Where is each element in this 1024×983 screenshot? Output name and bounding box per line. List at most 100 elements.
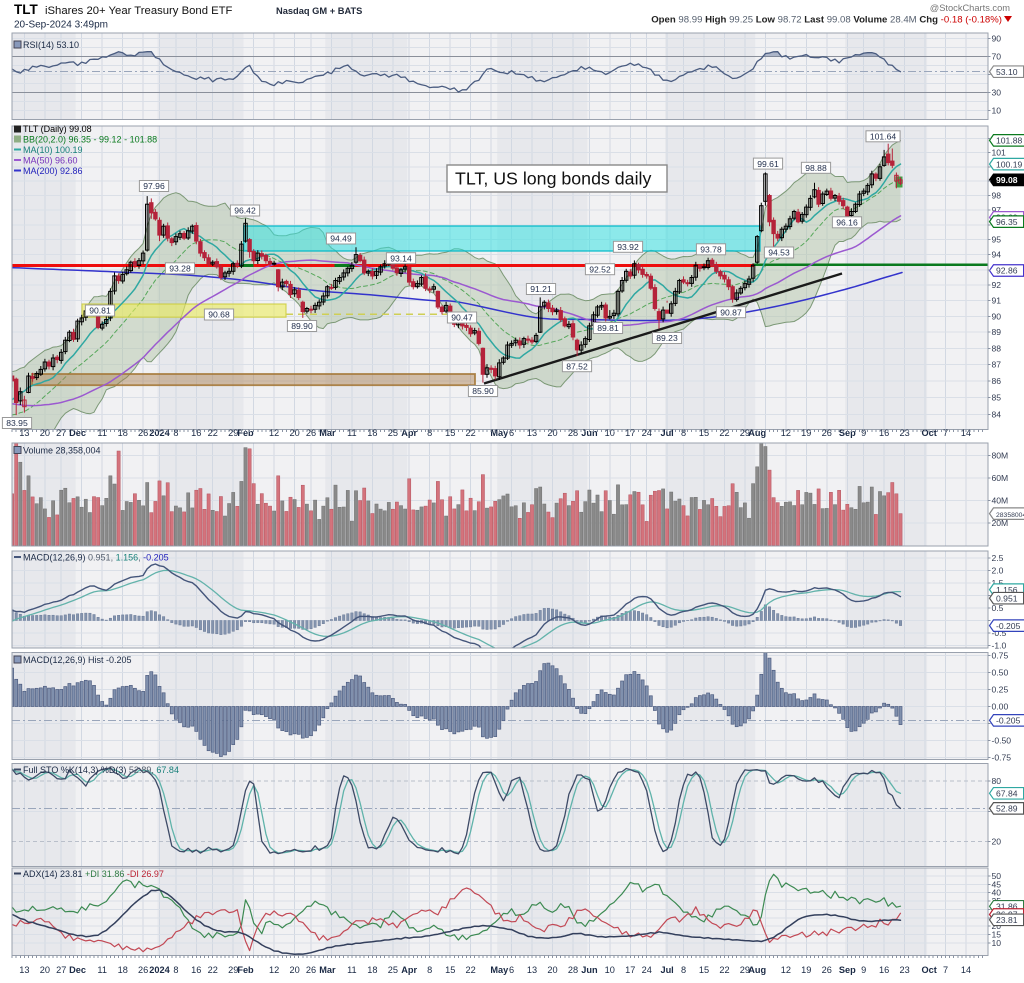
svg-text:92: 92	[992, 280, 1002, 290]
svg-text:12: 12	[269, 965, 279, 975]
svg-text:Aug: Aug	[748, 965, 766, 975]
svg-text:45: 45	[992, 879, 1002, 889]
svg-text:91.21: 91.21	[530, 284, 552, 294]
svg-text:27: 27	[56, 965, 66, 975]
svg-text:26: 26	[138, 428, 148, 438]
svg-text:Jun: Jun	[581, 965, 598, 975]
svg-text:Sep: Sep	[839, 428, 856, 438]
svg-text:-0.5: -0.5	[992, 628, 1007, 638]
svg-text:84: 84	[992, 409, 1002, 419]
svg-text:20M: 20M	[992, 518, 1009, 528]
svg-text:87: 87	[992, 360, 1002, 370]
svg-text:25: 25	[388, 428, 398, 438]
svg-text:18: 18	[118, 965, 128, 975]
svg-text:16: 16	[191, 428, 201, 438]
svg-text:20: 20	[547, 965, 557, 975]
svg-text:60M: 60M	[992, 473, 1009, 483]
svg-text:8: 8	[173, 965, 178, 975]
svg-text:RSI(14) 53.10: RSI(14) 53.10	[23, 40, 79, 50]
svg-text:10: 10	[605, 965, 615, 975]
svg-text:May: May	[490, 965, 509, 975]
svg-text:91: 91	[992, 296, 1002, 306]
svg-text:20: 20	[40, 965, 50, 975]
svg-text:24: 24	[642, 428, 652, 438]
svg-text:26: 26	[822, 428, 832, 438]
svg-text:MACD(12,26,9) Hist -0.205: MACD(12,26,9) Hist -0.205	[23, 655, 132, 665]
svg-text:90.81: 90.81	[89, 306, 111, 316]
svg-text:10: 10	[992, 106, 1002, 116]
svg-text:8: 8	[681, 965, 686, 975]
svg-text:-0.205: -0.205	[996, 716, 1021, 726]
svg-text:28: 28	[568, 428, 578, 438]
svg-text:May: May	[490, 428, 509, 438]
svg-text:Jul: Jul	[660, 965, 673, 975]
svg-text:85: 85	[992, 393, 1002, 403]
svg-text:10: 10	[992, 938, 1002, 948]
svg-text:TLT (Daily) 99.08: TLT (Daily) 99.08	[23, 124, 92, 134]
svg-text:89.23: 89.23	[656, 333, 678, 343]
svg-text:Oct: Oct	[922, 965, 937, 975]
svg-text:80: 80	[992, 776, 1002, 786]
svg-text:2024: 2024	[149, 428, 170, 438]
svg-text:0.951: 0.951	[996, 593, 1018, 603]
svg-text:40M: 40M	[992, 496, 1009, 506]
svg-text:-0.205: -0.205	[996, 621, 1021, 631]
svg-text:MA(50) 96.60: MA(50) 96.60	[23, 156, 78, 166]
svg-text:20: 20	[992, 921, 1002, 931]
svg-text:15: 15	[699, 965, 709, 975]
svg-text:11: 11	[347, 965, 357, 975]
svg-text:11: 11	[97, 965, 107, 975]
svg-text:15: 15	[992, 930, 1002, 940]
svg-text:12: 12	[781, 428, 791, 438]
svg-text:13: 13	[19, 965, 29, 975]
svg-text:0.00: 0.00	[992, 702, 1009, 712]
svg-text:85.90: 85.90	[472, 386, 494, 396]
svg-text:TLT, US long bonds daily: TLT, US long bonds daily	[455, 169, 651, 189]
svg-text:22: 22	[208, 965, 218, 975]
svg-text:50: 50	[992, 871, 1002, 881]
svg-text:Dec: Dec	[69, 965, 86, 975]
svg-text:TLT: TLT	[14, 2, 38, 17]
svg-text:11: 11	[347, 428, 357, 438]
svg-text:MA(10) 100.19: MA(10) 100.19	[23, 145, 83, 155]
svg-text:96.42: 96.42	[234, 206, 256, 216]
svg-text:0.5: 0.5	[992, 603, 1004, 613]
svg-text:30: 30	[992, 88, 1002, 98]
svg-text:18: 18	[118, 428, 128, 438]
svg-text:iShares 20+ Year Treasury Bond: iShares 20+ Year Treasury Bond ETF	[45, 5, 233, 17]
svg-text:88: 88	[992, 343, 1002, 353]
svg-text:13: 13	[527, 965, 537, 975]
svg-text:70: 70	[992, 52, 1002, 62]
svg-text:ADX(14) 23.81 +DI 31.86 -DI 26: ADX(14) 23.81 +DI 31.86 -DI 26.97	[23, 869, 164, 879]
svg-text:9: 9	[861, 965, 866, 975]
svg-text:19: 19	[801, 965, 811, 975]
svg-text:12: 12	[269, 428, 279, 438]
svg-text:-0.50: -0.50	[992, 736, 1012, 746]
svg-text:99.61: 99.61	[757, 159, 779, 169]
svg-text:0.50: 0.50	[992, 668, 1009, 678]
svg-text:22: 22	[208, 428, 218, 438]
svg-text:13: 13	[19, 428, 29, 438]
svg-text:100.19: 100.19	[996, 159, 1023, 169]
svg-text:15: 15	[445, 965, 455, 975]
svg-text:Open 98.99 High 99.25 Low 98.7: Open 98.99 High 99.25 Low 98.72 Last 99.…	[651, 15, 1002, 26]
svg-text:MACD(12,26,9) 0.951, 1.156, -0: MACD(12,26,9) 0.951, 1.156, -0.205	[23, 553, 169, 563]
svg-text:18: 18	[367, 965, 377, 975]
svg-text:87.52: 87.52	[566, 361, 588, 371]
svg-text:90.68: 90.68	[208, 310, 230, 320]
svg-text:9: 9	[861, 428, 866, 438]
svg-text:92.86: 92.86	[996, 266, 1018, 276]
svg-text:Full STO %K(14,3) %D(3) 52.89,: Full STO %K(14,3) %D(3) 52.89, 67.84	[23, 765, 179, 775]
svg-text:Mar: Mar	[319, 428, 336, 438]
svg-text:15: 15	[699, 428, 709, 438]
svg-text:-1.0: -1.0	[992, 641, 1007, 651]
svg-text:40: 40	[992, 888, 1002, 898]
svg-text:90: 90	[992, 34, 1002, 44]
svg-text:28358004: 28358004	[996, 512, 1024, 519]
svg-text:67.84: 67.84	[996, 789, 1018, 799]
svg-text:29: 29	[740, 428, 750, 438]
svg-text:29: 29	[228, 428, 238, 438]
svg-text:31.86: 31.86	[996, 902, 1018, 912]
svg-text:Mar: Mar	[319, 965, 336, 975]
svg-text:Feb: Feb	[237, 965, 254, 975]
